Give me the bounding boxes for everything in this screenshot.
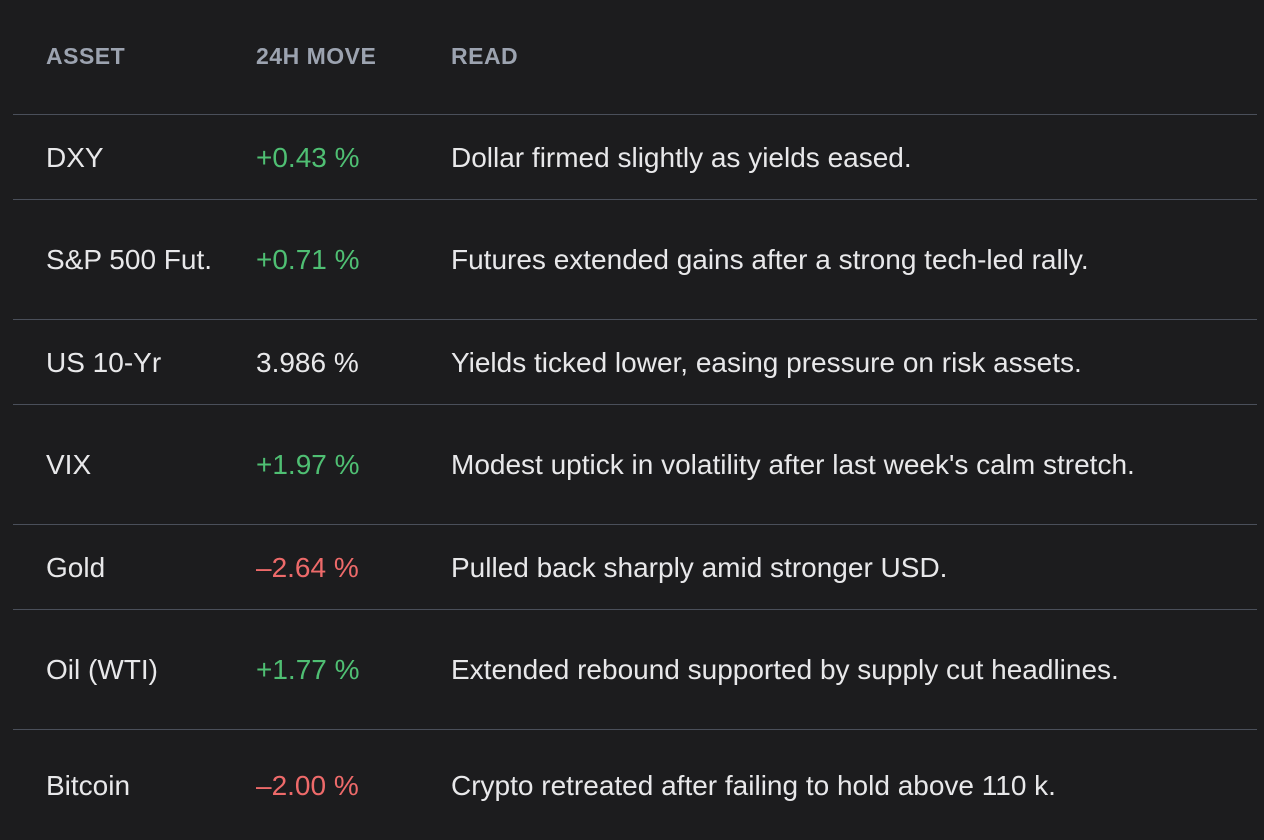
header-read[interactable]: READ	[451, 43, 519, 70]
header-24h-move[interactable]: 24H MOVE	[256, 43, 377, 70]
asset-name: S&P 500 Fut.	[46, 244, 213, 275]
move-value: –2.64 %	[256, 551, 359, 583]
asset-name: US 10-Yr	[46, 346, 162, 378]
read-text: Yields ticked lower, easing pressure on …	[451, 346, 1082, 378]
market-table: ASSET 24H MOVE READ DXY +0.43 % Dollar f…	[13, 0, 1257, 840]
table-row[interactable]: VIX +1.97 % Modest uptick in volatility …	[13, 405, 1257, 525]
move-value: +1.97 %	[256, 449, 360, 480]
table-row[interactable]: S&P 500 Fut. +0.71 % Futures extended ga…	[13, 200, 1257, 320]
move-value: +0.43 %	[256, 141, 360, 173]
read-text: Modest uptick in volatility after last w…	[451, 449, 1135, 480]
move-value: +1.77 %	[256, 654, 360, 685]
asset-name: Oil (WTI)	[46, 654, 158, 685]
asset-name: VIX	[46, 449, 92, 480]
read-text: Extended rebound supported by supply cut…	[451, 654, 1119, 685]
table-row[interactable]: Gold –2.64 % Pulled back sharply amid st…	[13, 525, 1257, 610]
read-text: Dollar firmed slightly as yields eased.	[451, 141, 912, 173]
table-row[interactable]: Bitcoin –2.00 % Crypto retreated after f…	[13, 730, 1257, 840]
table-row[interactable]: DXY +0.43 % Dollar firmed slightly as yi…	[13, 115, 1257, 200]
table-row[interactable]: Oil (WTI) +1.77 % Extended rebound suppo…	[13, 610, 1257, 730]
asset-name: DXY	[46, 141, 104, 173]
asset-name: Bitcoin	[46, 769, 131, 801]
move-value: +0.71 %	[256, 244, 360, 275]
table-row[interactable]: US 10-Yr 3.986 % Yields ticked lower, ea…	[13, 320, 1257, 405]
read-text: Crypto retreated after failing to hold a…	[451, 769, 1056, 801]
move-value: 3.986 %	[256, 346, 359, 378]
table-header: ASSET 24H MOVE READ	[13, 0, 1257, 115]
read-text: Futures extended gains after a strong te…	[451, 244, 1089, 275]
asset-name: Gold	[46, 551, 106, 583]
move-value: –2.00 %	[256, 769, 359, 801]
read-text: Pulled back sharply amid stronger USD.	[451, 551, 948, 583]
header-asset[interactable]: ASSET	[46, 43, 126, 70]
